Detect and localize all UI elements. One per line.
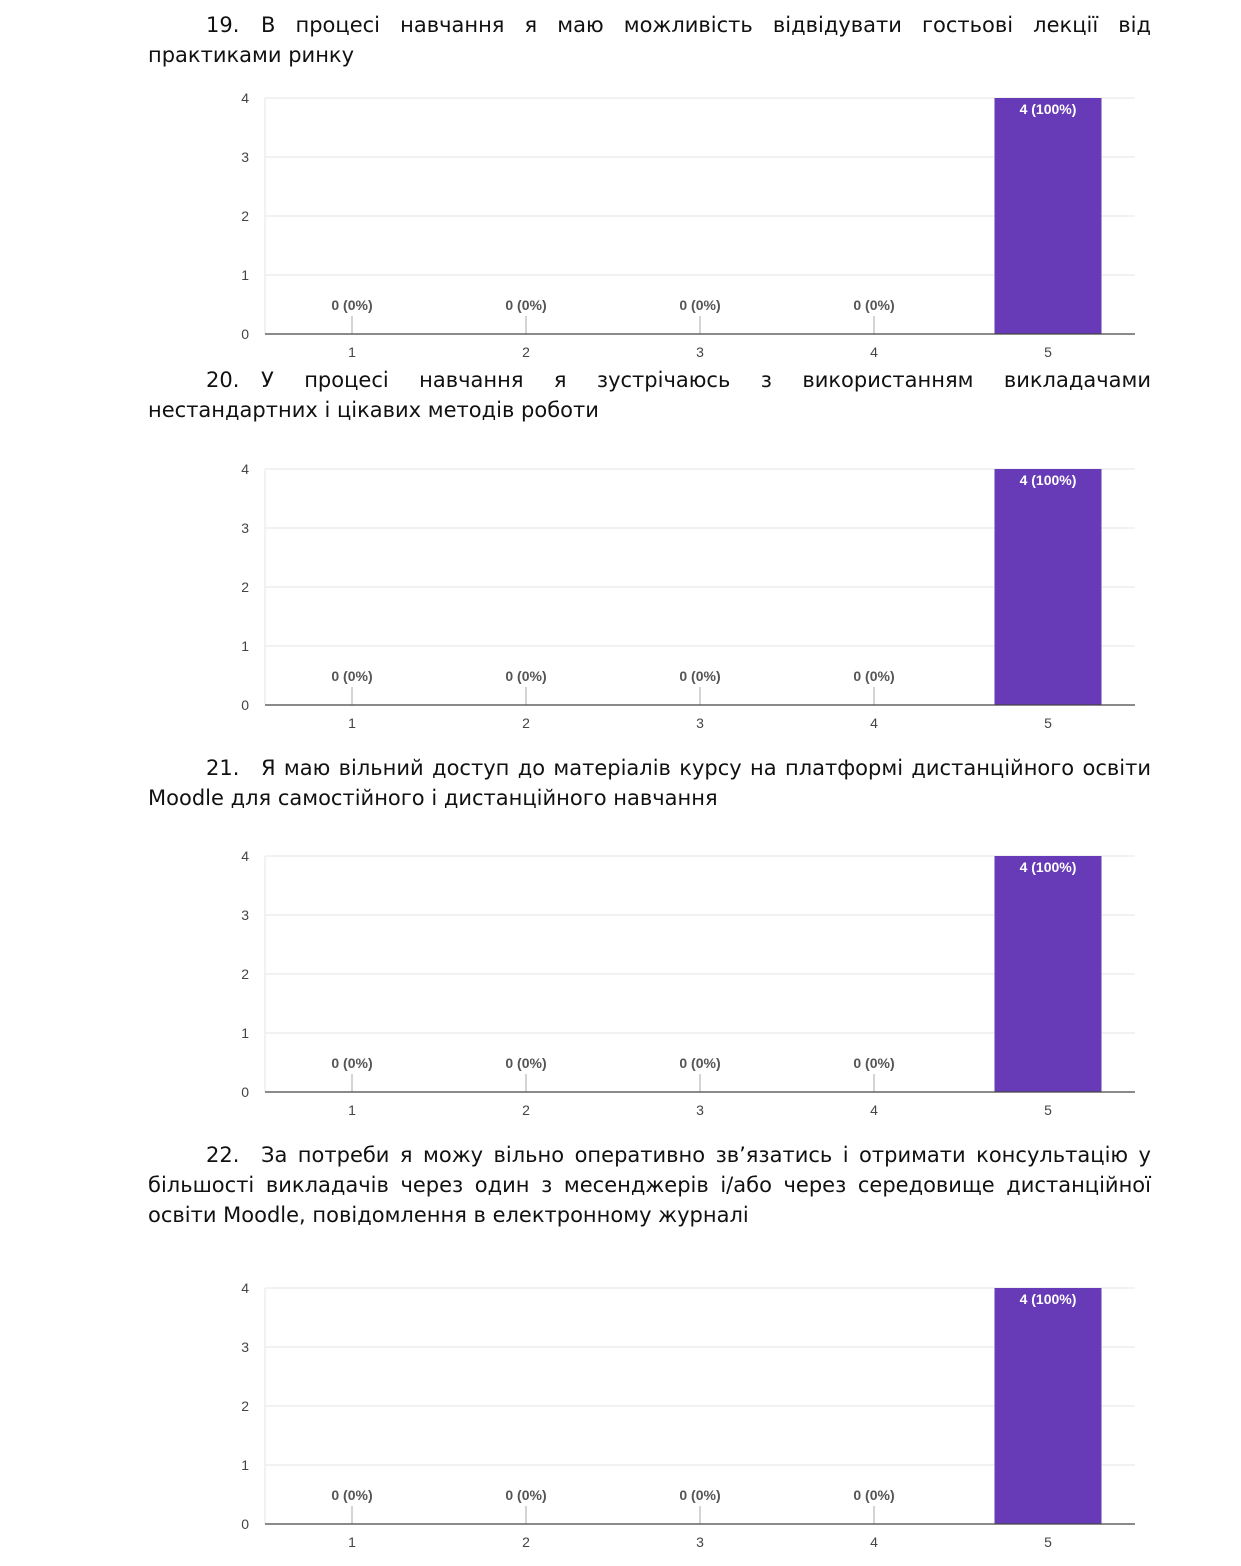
y-tick-label: 2 bbox=[241, 208, 249, 224]
x-tick-label: 3 bbox=[696, 715, 704, 731]
y-tick-label: 0 bbox=[241, 326, 249, 342]
data-label: 0 (0%) bbox=[679, 1487, 720, 1503]
data-label: 0 (0%) bbox=[505, 1487, 546, 1503]
data-label: 0 (0%) bbox=[853, 1055, 894, 1071]
x-tick-label: 1 bbox=[348, 1102, 356, 1118]
chart-q20: 0 1 2 3 4 0 (0%) 1 0 (0%) 2 0 (0%) 3 0 (0%) 4 4 (100%… bbox=[225, 451, 1145, 731]
chart-q22: 0 1 2 3 4 0 (0%) 1 0 (0%) 2 0 (0%) 3 0 (0%) 4 4 (100%… bbox=[225, 1270, 1145, 1550]
question-20: 20. У процесі навчання я зустрічаюсь з ви… bbox=[148, 365, 1151, 425]
y-tick-label: 2 bbox=[241, 579, 249, 595]
data-label: 0 (0%) bbox=[853, 668, 894, 684]
question-22: 22. За потреби я можу вільно оперативно з… bbox=[148, 1140, 1151, 1230]
y-tick-label: 4 bbox=[241, 461, 249, 477]
data-label: 0 (0%) bbox=[679, 297, 720, 313]
question-19: 19. В процесі навчання я маю можливість в… bbox=[148, 10, 1151, 70]
x-tick-label: 3 bbox=[696, 1102, 704, 1118]
data-label: 0 (0%) bbox=[331, 297, 372, 313]
x-tick-label: 5 bbox=[1044, 715, 1052, 731]
question-text: За потреби я можу вільно оперативно зв’я… bbox=[148, 1143, 1151, 1227]
x-tick-label: 4 bbox=[870, 1102, 878, 1118]
y-tick-label: 3 bbox=[241, 149, 249, 165]
question-text: В процесі навчання я маю можливість відв… bbox=[148, 13, 1151, 67]
bar bbox=[994, 1288, 1102, 1524]
question-number: 19. bbox=[206, 13, 240, 37]
bar-chart: 0 1 2 3 4 0 (0%) 1 0 (0%) 2 0 (0%) 3 0 (0%) 4 4 (100%… bbox=[241, 1280, 1135, 1550]
x-tick-label: 5 bbox=[1044, 344, 1052, 360]
question-text: Я маю вільний доступ до матеріалів курсу… bbox=[148, 756, 1151, 810]
x-tick-label: 1 bbox=[348, 715, 356, 731]
chart-q21: 0 1 2 3 4 0 (0%) 1 0 (0%) 2 0 (0%) 3 0 (0%) 4 4 (100%… bbox=[225, 838, 1145, 1118]
y-tick-label: 4 bbox=[241, 90, 249, 106]
x-tick-label: 5 bbox=[1044, 1102, 1052, 1118]
x-tick-label: 2 bbox=[522, 1102, 530, 1118]
y-tick-label: 1 bbox=[241, 267, 249, 283]
data-label: 4 (100%) bbox=[1020, 1291, 1077, 1307]
x-tick-label: 4 bbox=[870, 715, 878, 731]
data-label: 0 (0%) bbox=[505, 1055, 546, 1071]
data-label: 0 (0%) bbox=[853, 1487, 894, 1503]
y-tick-label: 3 bbox=[241, 520, 249, 536]
data-label: 0 (0%) bbox=[331, 1487, 372, 1503]
question-21: 21. Я маю вільний доступ до матеріалів ку… bbox=[148, 753, 1151, 813]
data-label: 0 (0%) bbox=[679, 1055, 720, 1071]
bar bbox=[994, 469, 1102, 705]
x-tick-label: 5 bbox=[1044, 1534, 1052, 1550]
y-tick-label: 1 bbox=[241, 1457, 249, 1473]
y-tick-label: 0 bbox=[241, 697, 249, 713]
x-tick-label: 1 bbox=[348, 1534, 356, 1550]
y-tick-label: 2 bbox=[241, 966, 249, 982]
chart-q19: 0 1 2 3 4 0 (0%) 1 0 (0%) 2 0 (0%) 3 0 (0%) 4 4 (100%… bbox=[225, 80, 1145, 360]
data-label: 4 (100%) bbox=[1020, 472, 1077, 488]
data-label: 0 (0%) bbox=[853, 297, 894, 313]
bar bbox=[994, 856, 1102, 1092]
x-tick-label: 1 bbox=[348, 344, 356, 360]
y-tick-label: 4 bbox=[241, 1280, 249, 1296]
x-tick-label: 2 bbox=[522, 715, 530, 731]
data-label: 0 (0%) bbox=[505, 668, 546, 684]
data-label: 0 (0%) bbox=[505, 297, 546, 313]
question-number: 21. bbox=[206, 756, 240, 780]
x-tick-label: 3 bbox=[696, 344, 704, 360]
question-number: 20. bbox=[206, 368, 240, 392]
y-tick-label: 1 bbox=[241, 1025, 249, 1041]
x-tick-label: 4 bbox=[870, 344, 878, 360]
y-tick-label: 2 bbox=[241, 1398, 249, 1414]
data-label: 0 (0%) bbox=[679, 668, 720, 684]
x-tick-label: 2 bbox=[522, 344, 530, 360]
x-tick-label: 3 bbox=[696, 1534, 704, 1550]
question-text: У процесі навчання я зустрічаюсь з викор… bbox=[148, 368, 1151, 422]
question-number: 22. bbox=[206, 1143, 240, 1167]
y-tick-label: 0 bbox=[241, 1516, 249, 1532]
bar-chart: 0 1 2 3 4 0 (0%) 1 0 (0%) 2 0 (0%) 3 0 (0%) 4 4 (100%… bbox=[241, 90, 1135, 360]
bar-chart: 0 1 2 3 4 0 (0%) 1 0 (0%) 2 0 (0%) 3 0 (0%) 4 4 (100%… bbox=[241, 461, 1135, 731]
y-tick-label: 1 bbox=[241, 638, 249, 654]
data-label: 0 (0%) bbox=[331, 1055, 372, 1071]
y-tick-label: 4 bbox=[241, 848, 249, 864]
data-label: 4 (100%) bbox=[1020, 859, 1077, 875]
bar bbox=[994, 98, 1102, 334]
data-label: 4 (100%) bbox=[1020, 101, 1077, 117]
y-tick-label: 3 bbox=[241, 907, 249, 923]
y-tick-label: 3 bbox=[241, 1339, 249, 1355]
data-label: 0 (0%) bbox=[331, 668, 372, 684]
bar-chart: 0 1 2 3 4 0 (0%) 1 0 (0%) 2 0 (0%) 3 0 (0%) 4 4 (100%… bbox=[241, 848, 1135, 1118]
x-tick-label: 2 bbox=[522, 1534, 530, 1550]
y-tick-label: 0 bbox=[241, 1084, 249, 1100]
x-tick-label: 4 bbox=[870, 1534, 878, 1550]
